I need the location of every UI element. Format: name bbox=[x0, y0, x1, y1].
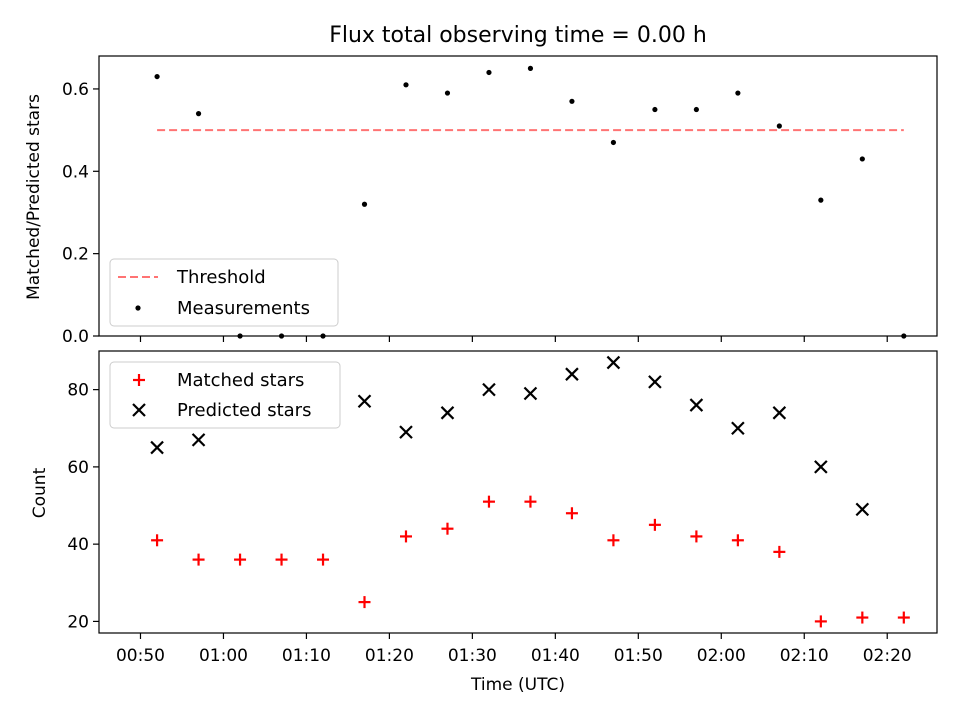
measurement-point bbox=[444, 90, 451, 96]
bottom-legend: Matched stars Predicted stars bbox=[109, 361, 341, 429]
predicted-stars-point bbox=[648, 375, 662, 389]
matched-stars-point bbox=[773, 545, 786, 558]
measurement-point bbox=[859, 156, 865, 162]
predicted-stars-point bbox=[357, 394, 372, 408]
x-tick-label: 00:50 bbox=[116, 646, 165, 666]
predicted-stars-point bbox=[814, 460, 828, 474]
bottom-plot-marks bbox=[150, 355, 910, 628]
predicted-stars-point bbox=[731, 421, 745, 436]
top-legend: Threshold Measurements bbox=[109, 258, 339, 327]
legend-matched-label: Matched stars bbox=[177, 370, 304, 391]
top-y-tick-label: 0.6 bbox=[62, 80, 89, 100]
measurement-point bbox=[527, 65, 534, 71]
predicted-stars-point bbox=[606, 355, 621, 370]
matched-stars-point bbox=[524, 495, 537, 508]
x-tick-label: 01:30 bbox=[448, 646, 497, 666]
predicted-stars-point bbox=[565, 367, 579, 381]
matched-stars-point bbox=[856, 611, 869, 624]
measurement-point bbox=[361, 201, 368, 207]
predicted-stars-point bbox=[440, 406, 455, 420]
legend-predicted-label: Predicted stars bbox=[177, 400, 311, 421]
measurement-point bbox=[818, 197, 824, 203]
matched-stars-point bbox=[690, 530, 703, 543]
predicted-stars-point bbox=[150, 440, 164, 455]
measurement-point bbox=[776, 123, 782, 129]
matched-stars-point bbox=[897, 611, 910, 624]
x-tick-label: 02:20 bbox=[863, 646, 912, 666]
top-plot-frame bbox=[98, 55, 938, 337]
predicted-stars-point bbox=[855, 502, 870, 517]
x-tick-label: 01:10 bbox=[282, 646, 331, 666]
matched-stars-point bbox=[275, 553, 288, 566]
x-tick-label: 01:20 bbox=[365, 646, 414, 666]
predicted-stars-point bbox=[523, 386, 538, 401]
matched-stars-point bbox=[648, 518, 661, 531]
measurement-point bbox=[195, 111, 202, 117]
legend-measurements-marker bbox=[135, 305, 141, 311]
bottom-y-tick-label: 80 bbox=[67, 381, 89, 401]
top-legend-box bbox=[109, 258, 339, 327]
x-tick-label: 01:00 bbox=[199, 646, 248, 666]
legend-measurements-label: Measurements bbox=[177, 298, 310, 319]
top-panel: Flux total observing time = 0.00 h Match… bbox=[24, 23, 938, 347]
matched-stars-point bbox=[317, 553, 330, 566]
bottom-y-axis-label: Count bbox=[30, 467, 50, 518]
predicted-stars-point bbox=[689, 398, 704, 412]
matched-stars-point bbox=[607, 534, 620, 547]
bottom-plot-frame bbox=[98, 350, 938, 634]
matched-stars-point bbox=[814, 615, 827, 628]
matched-stars-point bbox=[151, 534, 164, 547]
matched-stars-point bbox=[482, 495, 495, 508]
bottom-panel: Count Time (UTC) 20 40 60 80 00:50 01:00 01:1… bbox=[30, 350, 938, 695]
top-x-ticks bbox=[139, 336, 888, 342]
predicted-stars-point bbox=[482, 382, 496, 397]
matched-stars-point bbox=[565, 507, 578, 520]
bottom-y-tick-label: 20 bbox=[67, 612, 89, 632]
legend-threshold-label: Threshold bbox=[176, 267, 266, 288]
measurement-point bbox=[154, 73, 160, 80]
x-tick-label: 01:50 bbox=[614, 646, 663, 666]
matched-stars-point bbox=[234, 553, 247, 566]
predicted-stars-point bbox=[191, 433, 206, 447]
legend-matched-marker bbox=[133, 374, 145, 386]
matched-stars-point bbox=[731, 534, 744, 547]
matched-stars-point bbox=[192, 553, 205, 566]
top-y-axis-label: Matched/Predicted stars bbox=[24, 94, 44, 300]
x-tick-label: 02:00 bbox=[697, 646, 746, 666]
matched-stars-point bbox=[358, 596, 371, 609]
bottom-x-ticks: 00:50 01:00 01:10 01:20 01:30 01:40 01:50 02:00… bbox=[116, 633, 912, 666]
bottom-y-tick-label: 40 bbox=[67, 535, 89, 555]
predicted-stars-point bbox=[399, 425, 413, 439]
matched-stars-point bbox=[399, 530, 412, 543]
top-y-ticks: 0.0 0.2 0.4 0.6 bbox=[62, 80, 99, 347]
measurement-point bbox=[486, 69, 492, 76]
measurement-point bbox=[693, 106, 699, 113]
bottom-y-tick-label: 60 bbox=[67, 458, 89, 478]
measurement-point bbox=[403, 82, 409, 88]
bottom-legend-box bbox=[109, 361, 341, 429]
legend-predicted-marker bbox=[132, 403, 146, 417]
measurement-point bbox=[610, 139, 617, 146]
top-y-tick-label: 0.0 bbox=[62, 327, 89, 347]
x-tick-label: 02:10 bbox=[780, 646, 829, 666]
predicted-stars-point bbox=[772, 406, 787, 420]
measurement-point bbox=[569, 98, 575, 104]
bottom-y-ticks: 20 40 60 80 bbox=[67, 381, 99, 632]
x-tick-label: 01:40 bbox=[531, 646, 580, 666]
chart-title: Flux total observing time = 0.00 h bbox=[329, 23, 707, 48]
top-y-tick-label: 0.2 bbox=[62, 245, 89, 265]
measurement-point bbox=[652, 106, 658, 113]
x-axis-label: Time (UTC) bbox=[470, 675, 565, 695]
matched-stars-point bbox=[441, 522, 454, 535]
measurement-point bbox=[735, 90, 741, 96]
top-y-tick-label: 0.4 bbox=[62, 162, 89, 182]
